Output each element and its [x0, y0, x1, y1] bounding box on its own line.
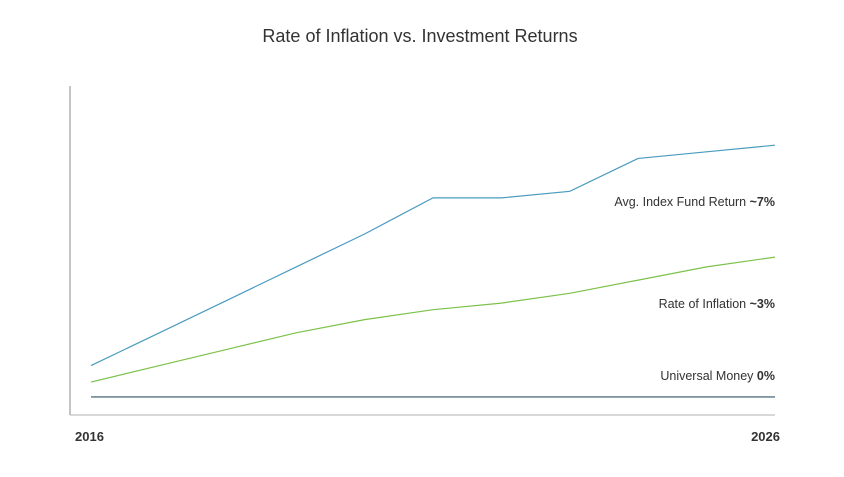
- series-label-index-fund: Avg. Index Fund Return ~7%: [614, 195, 775, 209]
- series-label-inflation: Rate of Inflation ~3%: [659, 297, 775, 311]
- series-line-inflation: [90, 256, 776, 383]
- series-layer: [90, 144, 776, 398]
- x-tick-label-end: 2026: [751, 429, 780, 444]
- chart-title: Rate of Inflation vs. Investment Returns: [262, 26, 577, 46]
- series-label-universal-money: Universal Money 0%: [660, 369, 775, 383]
- series-line-index-fund: [90, 144, 776, 367]
- x-tick-label-start: 2016: [75, 429, 104, 444]
